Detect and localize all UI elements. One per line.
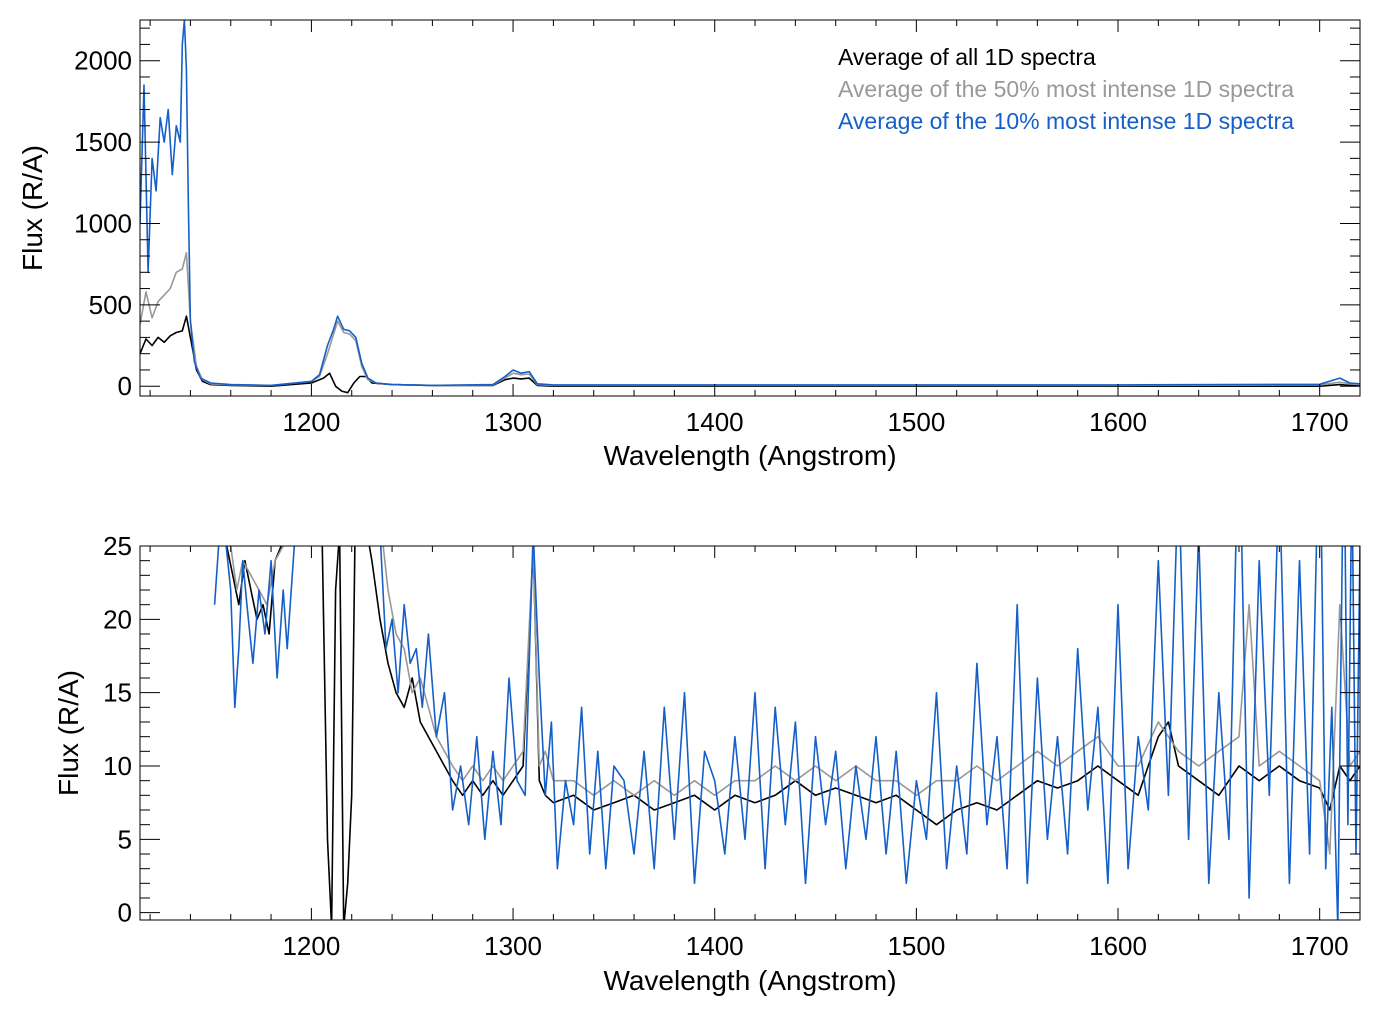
bottom-x-tick-label: 1500 <box>887 931 945 961</box>
top-plot-frame <box>139 19 1361 397</box>
top-y-tick-label: 2000 <box>74 46 132 76</box>
top-y-tick-label: 500 <box>89 290 132 320</box>
bottom-y-tick-label: 20 <box>103 604 132 634</box>
bottom-x-tick-label: 1600 <box>1089 931 1147 961</box>
top-series-line-2 <box>140 20 1360 387</box>
top-x-axis-title: Wavelength (Angstrom) <box>603 440 896 471</box>
top-x-tick-label: 1200 <box>282 407 340 437</box>
bottom-y-tick-label: 15 <box>103 678 132 708</box>
top-x-tick-label: 1300 <box>484 407 542 437</box>
bottom-y-tick-label: 5 <box>118 824 132 854</box>
top-panel: 1200 1300 1400 1500 1600 1700 0 500 1000 1500 2000… <box>17 19 1361 471</box>
bottom-y-tick-label: 25 <box>103 531 132 561</box>
bottom-plot-frame <box>139 545 1361 921</box>
legend: Average of all 1D spectra Average of the… <box>838 44 1294 134</box>
top-y-tick-label: 1500 <box>74 127 132 157</box>
bottom-x-tick-label: 1400 <box>686 931 744 961</box>
bottom-y-axis-title: Flux (R/A) <box>53 670 84 796</box>
bottom-x-axis-title: Wavelength (Angstrom) <box>603 965 896 996</box>
bottom-y-tick-label: 10 <box>103 751 132 781</box>
top-series-line-0 <box>140 315 1360 394</box>
top-x-tick-label: 1500 <box>887 407 945 437</box>
top-x-tick-label: 1600 <box>1089 407 1147 437</box>
bottom-series-line-2 <box>213 546 1360 920</box>
bottom-series-line-0 <box>225 546 1360 920</box>
bottom-panel: 1200 1300 1400 1500 1600 1700 0 5 10 15 20 25 Wavel… <box>53 531 1361 996</box>
bottom-x-tick-label: 1200 <box>282 931 340 961</box>
legend-entry-50pct: Average of the 50% most intense 1D spect… <box>838 76 1294 102</box>
bottom-x-tick-label: 1700 <box>1291 931 1349 961</box>
top-series-line-1 <box>140 252 1360 387</box>
bottom-y-tick-label: 0 <box>118 898 132 928</box>
top-y-axis-title: Flux (R/A) <box>17 145 48 271</box>
legend-entry-all: Average of all 1D spectra <box>838 44 1096 70</box>
top-x-tick-label: 1700 <box>1291 407 1349 437</box>
bottom-x-tick-label: 1300 <box>484 931 542 961</box>
top-y-tick-label: 0 <box>118 371 132 401</box>
top-y-tick-label: 1000 <box>74 208 132 238</box>
legend-entry-10pct: Average of the 10% most intense 1D spect… <box>838 108 1294 134</box>
top-x-tick-label: 1400 <box>686 407 744 437</box>
bottom-series-line-1 <box>229 546 1360 855</box>
